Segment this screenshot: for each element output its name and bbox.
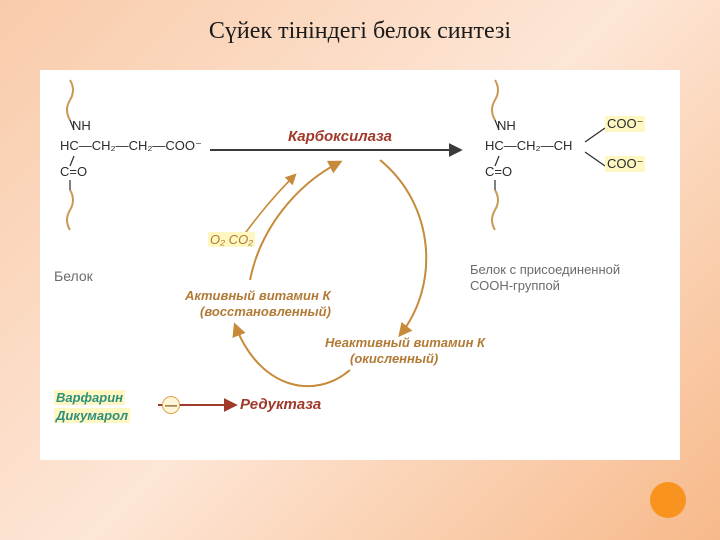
chem-right-co: C=O xyxy=(485,164,512,179)
label-protein-right-l1: Белок с присоединенной xyxy=(470,262,620,277)
label-protein-right-l2: СООН-группой xyxy=(470,278,560,293)
chem-left-nh: NH xyxy=(72,118,91,133)
inhibitor-symbol: — xyxy=(165,398,177,412)
chem-left-co: C=O xyxy=(60,164,87,179)
chem-right-nh: NH xyxy=(497,118,516,133)
label-active-vitk-l1: Активный витамин К xyxy=(185,288,330,303)
chem-left-backbone: HC—CH₂—CH₂—COO⁻ xyxy=(60,138,202,154)
label-warfarin: Варфарин xyxy=(54,390,125,405)
diagram-panel: NH HC—CH₂—CH₂—COO⁻ C=O NH HC—CH₂—CH C=O … xyxy=(40,70,680,460)
label-reductase: Редуктаза xyxy=(240,396,321,413)
label-inactive-vitk-l1: Неактивный витамин К xyxy=(325,335,485,350)
inhibitor-icon: — xyxy=(162,396,180,414)
chem-right-coo1: COO⁻ xyxy=(605,116,645,132)
slide-title: Сүйек тініндегі белок синтезі xyxy=(0,18,720,45)
label-inactive-vitk-l2: (окисленный) xyxy=(350,351,438,366)
label-dicumarol: Дикумарол xyxy=(54,408,130,423)
label-carboxylase: Карбоксилаза xyxy=(288,128,392,145)
label-protein-left: Белок xyxy=(54,268,93,284)
chem-right-coo2: COO⁻ xyxy=(605,156,645,172)
slide: Сүйек тініндегі белок синтезі xyxy=(0,0,720,540)
label-o2co2: O₂ CO₂ xyxy=(208,232,255,247)
accent-dot-icon xyxy=(650,482,686,518)
label-active-vitk-l2: (восстановленный) xyxy=(200,304,331,319)
chem-right-backbone: HC—CH₂—CH xyxy=(485,138,572,153)
